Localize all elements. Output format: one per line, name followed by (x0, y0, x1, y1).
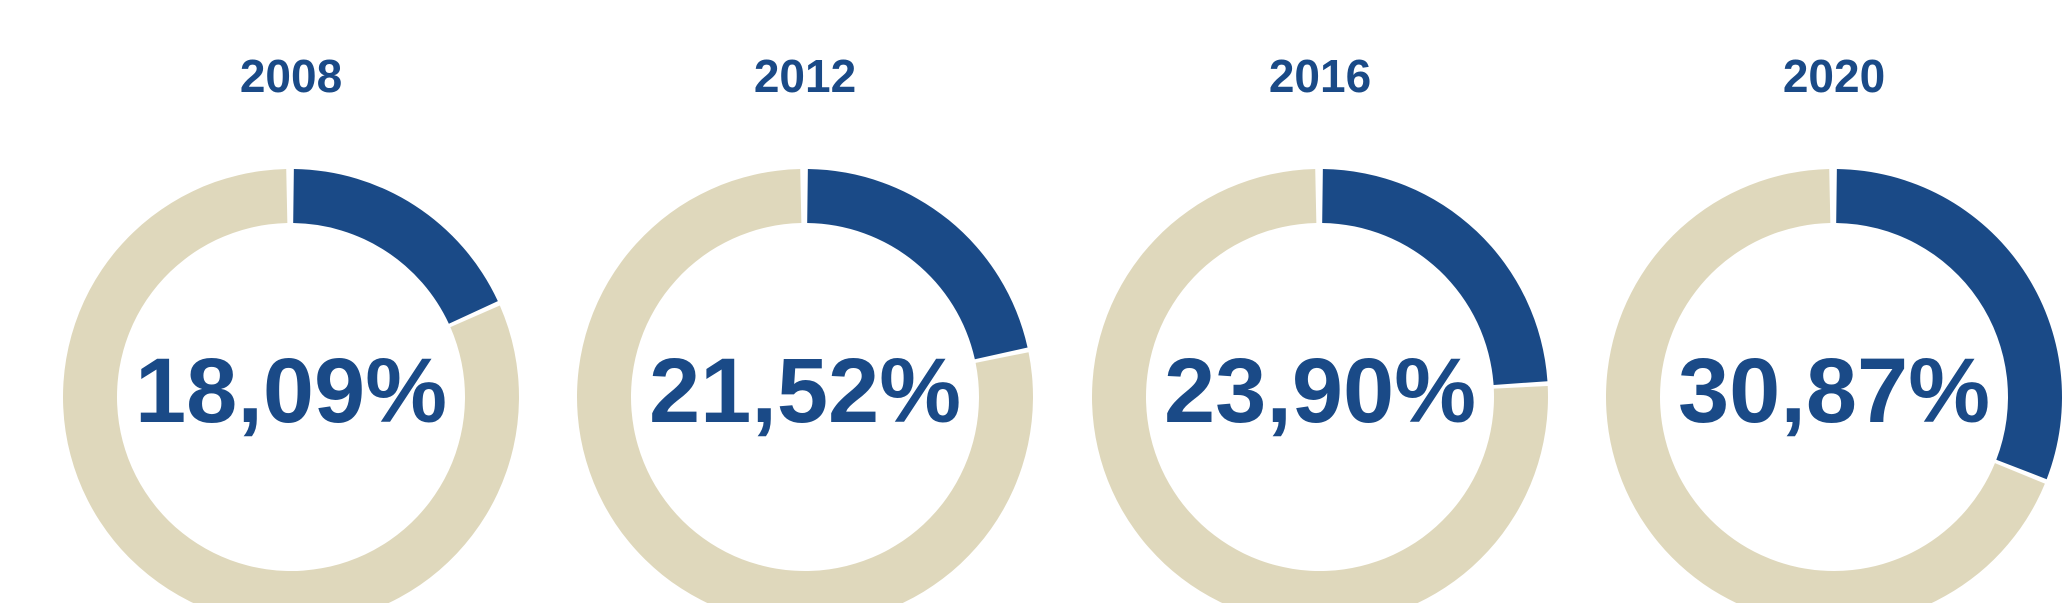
percent-label: 21,52% (649, 340, 961, 442)
donut-value-slice (807, 169, 1028, 360)
percent-label: 18,09% (135, 340, 447, 442)
donut-value-slice (1322, 169, 1548, 385)
donut-2016: 2016 23,90% (1092, 50, 1548, 603)
year-label: 2020 (1783, 50, 1885, 102)
donut-value-slice (1836, 169, 2062, 480)
percent-label: 30,87% (1678, 340, 1990, 442)
year-label: 2008 (240, 50, 342, 102)
year-label: 2016 (1269, 50, 1371, 102)
percent-label: 23,90% (1164, 340, 1476, 442)
donut-2012: 2012 21,52% (577, 50, 1033, 603)
donut-2020: 2020 30,87% (1606, 50, 2062, 603)
donut-value-slice (293, 169, 498, 324)
donut-2008: 2008 18,09% (63, 50, 519, 603)
year-label: 2012 (754, 50, 856, 102)
